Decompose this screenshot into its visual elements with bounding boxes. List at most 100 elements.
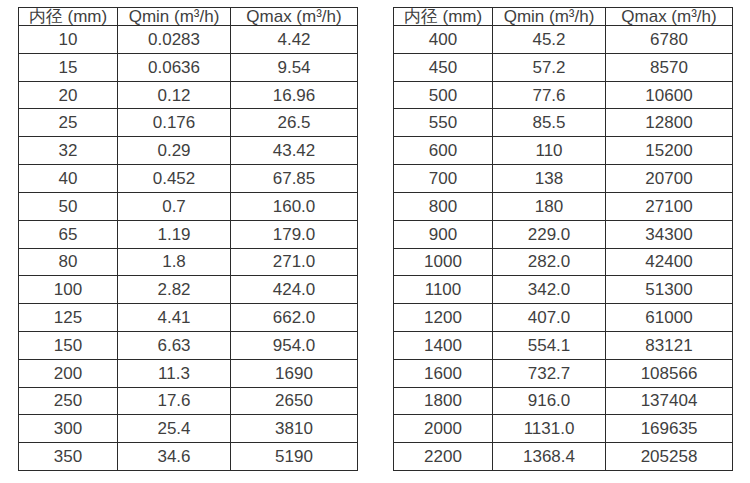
table-cell: 200 bbox=[19, 359, 118, 387]
col-header-qmin: Qmin (m³/h) bbox=[493, 8, 606, 26]
table-cell: 10600 bbox=[606, 81, 733, 109]
table-cell: 229.0 bbox=[493, 220, 606, 248]
table-cell: 20700 bbox=[606, 165, 733, 193]
flow-table-small-body: 100.02834.42150.06369.54200.1216.96250.1… bbox=[19, 26, 358, 471]
table-cell: 5190 bbox=[231, 443, 358, 471]
table-cell: 500 bbox=[394, 81, 493, 109]
table-cell: 4.42 bbox=[231, 26, 358, 54]
table-cell: 83121 bbox=[606, 331, 733, 359]
col-header-qmin: Qmin (m³/h) bbox=[118, 8, 231, 26]
table-row: 1800916.0137404 bbox=[394, 387, 733, 415]
table-cell: 2.82 bbox=[118, 276, 231, 304]
table-row: 25017.62650 bbox=[19, 387, 358, 415]
table-row: 500.7160.0 bbox=[19, 192, 358, 220]
header-row: 内径 (mm) Qmin (m³/h) Qmax (m³/h) bbox=[19, 8, 358, 26]
table-cell: 0.176 bbox=[118, 109, 231, 137]
table-cell: 51300 bbox=[606, 276, 733, 304]
table-cell: 700 bbox=[394, 165, 493, 193]
table-cell: 15 bbox=[19, 53, 118, 81]
table-cell: 1600 bbox=[394, 359, 493, 387]
table-cell: 43.42 bbox=[231, 137, 358, 165]
table-cell: 342.0 bbox=[493, 276, 606, 304]
table-cell: 6.63 bbox=[118, 331, 231, 359]
table-cell: 916.0 bbox=[493, 387, 606, 415]
table-cell: 271.0 bbox=[231, 248, 358, 276]
table-cell: 1000 bbox=[394, 248, 493, 276]
table-cell: 61000 bbox=[606, 304, 733, 332]
table-cell: 169635 bbox=[606, 415, 733, 443]
table-cell: 2000 bbox=[394, 415, 493, 443]
table-cell: 12800 bbox=[606, 109, 733, 137]
table-row: 20011.31690 bbox=[19, 359, 358, 387]
table-row: 70013820700 bbox=[394, 165, 733, 193]
table-row: 30025.43810 bbox=[19, 415, 358, 443]
table-cell: 42400 bbox=[606, 248, 733, 276]
col-header-diameter: 内径 (mm) bbox=[394, 8, 493, 26]
table-cell: 2200 bbox=[394, 443, 493, 471]
table-cell: 1400 bbox=[394, 331, 493, 359]
table-row: 1100342.051300 bbox=[394, 276, 733, 304]
table-cell: 1131.0 bbox=[493, 415, 606, 443]
table-cell: 450 bbox=[394, 53, 493, 81]
col-header-diameter: 内径 (mm) bbox=[19, 8, 118, 26]
table-cell: 85.5 bbox=[493, 109, 606, 137]
table-cell: 10 bbox=[19, 26, 118, 54]
table-cell: 25 bbox=[19, 109, 118, 137]
table-cell: 424.0 bbox=[231, 276, 358, 304]
table-cell: 1368.4 bbox=[493, 443, 606, 471]
table-row: 320.2943.42 bbox=[19, 137, 358, 165]
table-cell: 15200 bbox=[606, 137, 733, 165]
table-row: 1400554.183121 bbox=[394, 331, 733, 359]
table-row: 651.19179.0 bbox=[19, 220, 358, 248]
table-cell: 1800 bbox=[394, 387, 493, 415]
table-cell: 1200 bbox=[394, 304, 493, 332]
table-cell: 600 bbox=[394, 137, 493, 165]
table-row: 1600732.7108566 bbox=[394, 359, 733, 387]
table-cell: 732.7 bbox=[493, 359, 606, 387]
table-cell: 1690 bbox=[231, 359, 358, 387]
flow-rate-tables-page: 内径 (mm) Qmin (m³/h) Qmax (m³/h) 100.0283… bbox=[0, 0, 750, 483]
flow-table-large-body: 40045.2678045057.2857050077.61060055085.… bbox=[394, 26, 733, 471]
table-cell: 550 bbox=[394, 109, 493, 137]
table-cell: 900 bbox=[394, 220, 493, 248]
table-cell: 137404 bbox=[606, 387, 733, 415]
table-cell: 179.0 bbox=[231, 220, 358, 248]
col-header-qmax: Qmax (m³/h) bbox=[606, 8, 733, 26]
table-cell: 282.0 bbox=[493, 248, 606, 276]
table-row: 150.06369.54 bbox=[19, 53, 358, 81]
table-cell: 800 bbox=[394, 192, 493, 220]
table-cell: 0.0283 bbox=[118, 26, 231, 54]
table-cell: 0.0636 bbox=[118, 53, 231, 81]
table-cell: 25.4 bbox=[118, 415, 231, 443]
table-row: 1254.41662.0 bbox=[19, 304, 358, 332]
table-cell: 57.2 bbox=[493, 53, 606, 81]
table-cell: 1.8 bbox=[118, 248, 231, 276]
table-row: 801.8271.0 bbox=[19, 248, 358, 276]
table-cell: 250 bbox=[19, 387, 118, 415]
table-cell: 6780 bbox=[606, 26, 733, 54]
table-row: 1000282.042400 bbox=[394, 248, 733, 276]
table-row: 45057.28570 bbox=[394, 53, 733, 81]
table-cell: 150 bbox=[19, 331, 118, 359]
col-header-qmax: Qmax (m³/h) bbox=[231, 8, 358, 26]
table-cell: 1100 bbox=[394, 276, 493, 304]
table-row: 50077.610600 bbox=[394, 81, 733, 109]
table-cell: 50 bbox=[19, 192, 118, 220]
table-cell: 108566 bbox=[606, 359, 733, 387]
table-row: 60011015200 bbox=[394, 137, 733, 165]
table-cell: 11.3 bbox=[118, 359, 231, 387]
table-cell: 160.0 bbox=[231, 192, 358, 220]
table-cell: 45.2 bbox=[493, 26, 606, 54]
table-cell: 40 bbox=[19, 165, 118, 193]
table-cell: 4.41 bbox=[118, 304, 231, 332]
flow-table-small-diameters: 内径 (mm) Qmin (m³/h) Qmax (m³/h) 100.0283… bbox=[18, 7, 358, 471]
table-cell: 205258 bbox=[606, 443, 733, 471]
table-cell: 407.0 bbox=[493, 304, 606, 332]
table-cell: 20 bbox=[19, 81, 118, 109]
table-row: 20001131.0169635 bbox=[394, 415, 733, 443]
table-cell: 110 bbox=[493, 137, 606, 165]
table-cell: 9.54 bbox=[231, 53, 358, 81]
table-cell: 32 bbox=[19, 137, 118, 165]
table-cell: 0.452 bbox=[118, 165, 231, 193]
table-row: 35034.65190 bbox=[19, 443, 358, 471]
